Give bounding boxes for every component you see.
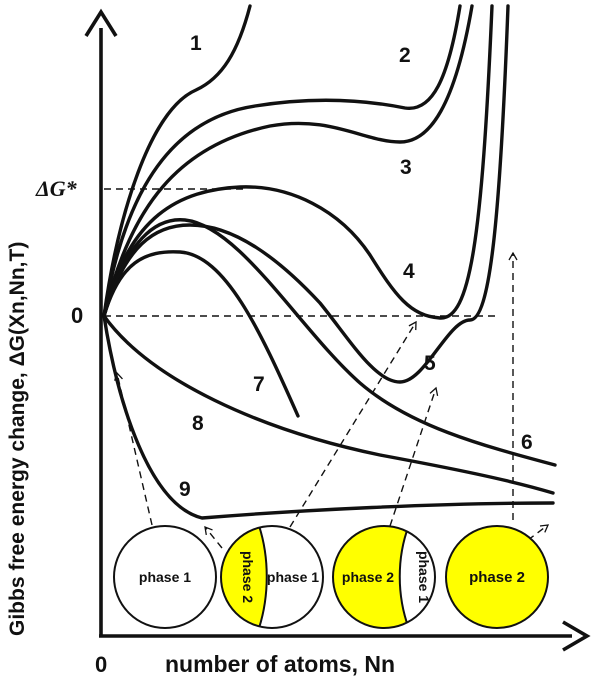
curve-label-8: 8: [192, 412, 204, 435]
inset-large-phase2-left-label: phase 2: [342, 569, 394, 585]
inset-small-phase2-left-label: phase 2: [240, 551, 256, 603]
curve-6: [102, 218, 557, 467]
curve-label-2: 2: [399, 44, 411, 67]
curve-labels: 1 2 3 4 5 6 7 8 9: [179, 32, 533, 501]
curve-label-7: 7: [253, 373, 265, 396]
arrow-small-phase2-to-curve9: [204, 525, 223, 549]
inset-arrows: [114, 251, 550, 549]
y-tick-zero: 0: [71, 303, 83, 328]
curves: [102, 4, 557, 520]
inset-small-phase2-right-label: phase 1: [267, 569, 319, 585]
axes: [84, 8, 591, 652]
curve-8: [102, 314, 555, 495]
inset-large-phase2-right-label: phase 1: [416, 551, 432, 603]
curve-2: [102, 4, 462, 318]
y-tick-delta-g-star: ΔG*: [35, 176, 78, 201]
x-tick-zero: 0: [95, 652, 107, 677]
curve-label-9: 9: [179, 478, 191, 501]
curve-1: [102, 4, 252, 318]
arrow-large-phase2-to-curve5: [389, 386, 439, 527]
curve-label-3: 3: [400, 156, 412, 179]
y-axis-arrow: [84, 8, 118, 37]
inset-large-phase2: phase 2 phase 1: [332, 525, 436, 629]
arrow-full-phase2-to-right: [527, 524, 550, 541]
inset-phase1-label: phase 1: [139, 569, 191, 585]
curve-label-4: 4: [403, 260, 415, 283]
curve-4: [102, 4, 494, 320]
curve-label-5: 5: [424, 352, 436, 375]
curve-3: [102, 4, 474, 318]
curve-7: [102, 250, 300, 418]
inset-phase1: phase 1: [113, 525, 217, 629]
arrow-phase1-to-origin: [114, 371, 153, 526]
curve-9: [102, 314, 555, 520]
inset-full-phase2-label: phase 2: [469, 569, 525, 586]
curve-label-6: 6: [521, 431, 533, 454]
inset-full-phase2: phase 2: [445, 525, 549, 629]
x-axis-label: number of atoms, Nn: [165, 651, 395, 677]
curve-5: [102, 4, 510, 384]
curve-label-1: 1: [190, 32, 202, 55]
y-axis-label: Gibbs free energy change, ΔG(Xn,Nn,T): [6, 242, 29, 636]
arrow-half-phase2-to-curve4: [289, 320, 417, 528]
x-axis-arrow: [562, 620, 591, 652]
inset-small-phase2: phase 2 phase 1: [220, 525, 324, 629]
